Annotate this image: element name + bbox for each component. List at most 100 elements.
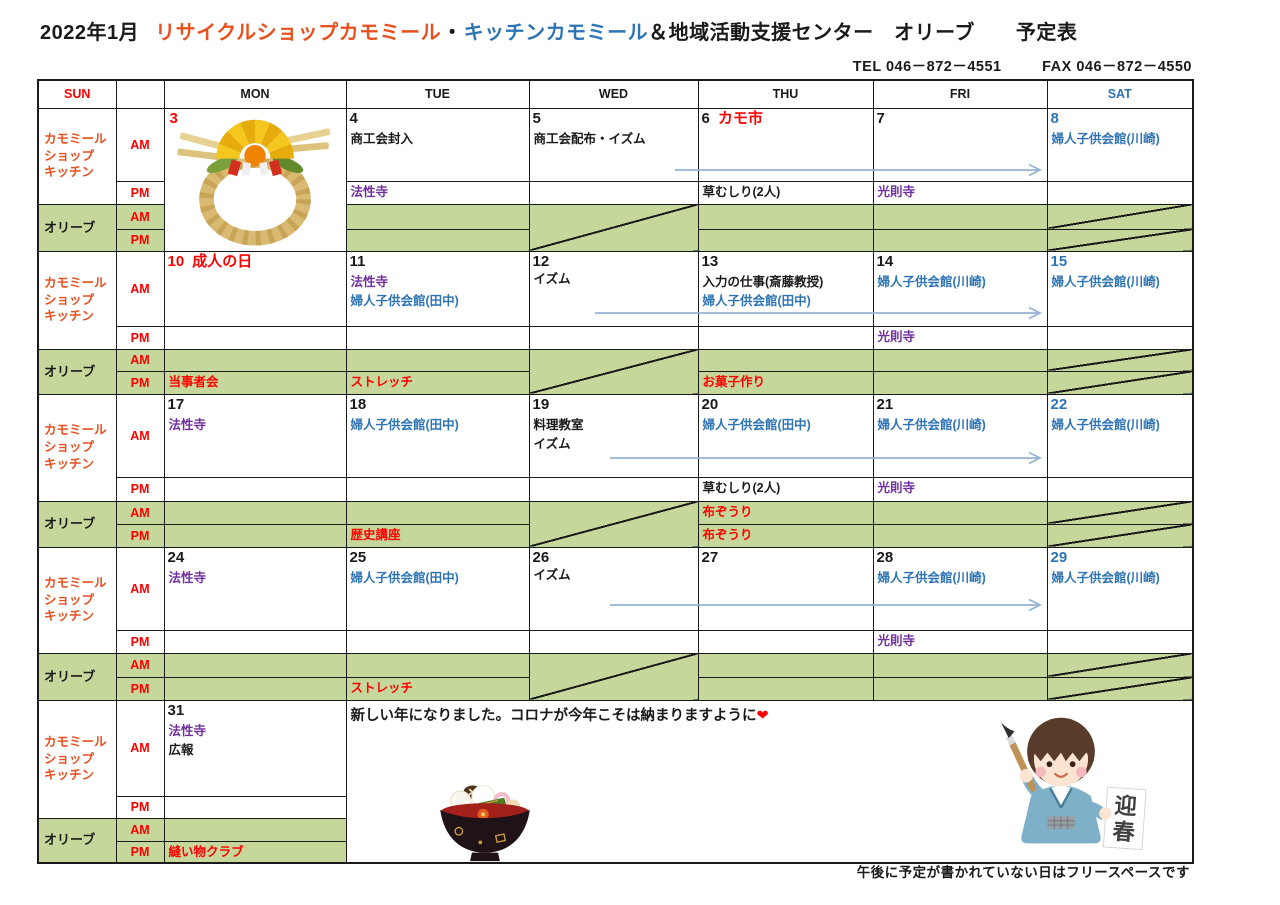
day-cell-21-pm: 光則寺 — [872, 476, 1048, 502]
tel-number: TEL 046－872－4551 — [852, 59, 1002, 75]
chamomile-label-line: ショップ — [44, 592, 95, 607]
olive-closed-cell-26 — [528, 652, 699, 701]
chamomile-label-line: ショップ — [44, 751, 95, 766]
day-cell-8-am: 8 婦人子供会館(川崎) — [1046, 107, 1194, 182]
week-3-am-row: カモミール ショップ キッチン AM 17 法性寺 18 婦人子供会館(田中) 19 料理教室 イズ… — [37, 393, 1194, 502]
day-cell-21-am: 21 婦人子供会館(川崎) — [872, 393, 1048, 478]
chamomile-label-line: キッチン — [44, 456, 95, 471]
chamomile-label-line: キッチン — [44, 309, 95, 324]
chamomile-label-line: カモミール — [44, 275, 107, 290]
column-header-mon: MON — [163, 79, 347, 109]
day-number-line: 28 — [877, 549, 1044, 567]
event-list: 婦人子供会館(川崎) — [1051, 414, 1190, 433]
event-text: 婦人子供会館(川崎) — [1051, 131, 1160, 146]
day-number: 12 — [532, 252, 550, 270]
event-text: 入力の仕事(斎藤教授) — [702, 274, 824, 289]
day-number: 10 — [167, 252, 185, 270]
day-number: 26 — [532, 548, 550, 566]
olive-am-cell-18 — [345, 500, 530, 525]
day-number: 24 — [167, 548, 185, 566]
olive-am-cell-6 — [697, 203, 874, 230]
day-number-line: 11 — [350, 253, 526, 271]
day-number-line: 12 — [533, 253, 695, 271]
day-number-line: 26 — [533, 549, 695, 567]
column-header-blank — [115, 79, 165, 109]
new-year-note-cell: 新しい年になりました。コロナが今年こそは納まりますように❤ 迎 春 — [345, 699, 1194, 864]
day-cell-6-pm: 草むしり(2人) — [697, 180, 874, 205]
title-kitchen-name: キッチンカモミール — [463, 22, 649, 44]
olive-section-label: オリーブ — [37, 348, 117, 395]
column-header-wed: WED — [528, 79, 699, 109]
day-number: 20 — [701, 395, 719, 413]
footer-note: 午後に予定が書かれていない日はフリースペースです — [856, 865, 1190, 880]
olive-am-cell-14 — [872, 348, 1048, 372]
day-number-line: 27 — [702, 549, 870, 567]
olive-am-cell-27 — [697, 652, 874, 678]
day-number-line: 13 — [702, 253, 870, 271]
event-list: 婦人子供会館(田中) — [350, 567, 526, 586]
olive-am-label: AM — [115, 817, 165, 842]
day-cell-4-pm: 法性寺 — [345, 180, 530, 205]
olive-closed-cell-5 — [528, 203, 699, 252]
day-number-line: 15 — [1051, 253, 1190, 271]
olive-pm-cell-17 — [163, 523, 347, 548]
olive-pm-cell-15 — [1046, 370, 1194, 395]
svg-text:迎: 迎 — [1113, 791, 1137, 818]
day-cell-17-am: 17 法性寺 — [163, 393, 347, 478]
event-list: 入力の仕事(斎藤教授) 婦人子供会館(田中) — [702, 271, 870, 309]
day-cell-11-pm — [345, 325, 530, 350]
day-number: 5 — [532, 109, 541, 127]
chamomile-label-line: ショップ — [44, 440, 95, 455]
chamomile-label-line: ショップ — [44, 148, 95, 163]
event-text: ストレッチ — [350, 680, 414, 695]
olive-am-cell-17 — [163, 500, 347, 525]
day-number-line: 24 — [168, 549, 343, 567]
day-cell-20-am: 20 婦人子供会館(田中) — [697, 393, 874, 478]
day-number: 29 — [1050, 548, 1068, 566]
event-text: 光則寺 — [877, 633, 916, 648]
am-label: AM — [115, 546, 165, 631]
event-text: 婦人子供会館(川崎) — [1051, 274, 1160, 289]
week-3-pm-row: PM 草むしり(2人) 光則寺 — [38, 476, 1194, 502]
day-cell-6-am: 6 カモ市 — [697, 107, 874, 182]
day-cell-20-pm: 草むしり(2人) — [697, 476, 874, 502]
column-header-sat: SAT — [1046, 79, 1194, 109]
event-text: 商工会封入 — [350, 131, 414, 146]
week-4-olive-am-row: オリーブ AM — [37, 652, 1194, 701]
week-4-pm-row: PM 光則寺 — [38, 629, 1194, 654]
column-header-tue: TUE — [345, 79, 530, 109]
am-label: AM — [115, 393, 165, 478]
day-number-line: 20 — [702, 396, 870, 414]
day-number: 22 — [1050, 395, 1068, 413]
day-cell-31-pm — [163, 795, 347, 819]
day-number: 19 — [532, 395, 550, 413]
day-cell-5-pm — [528, 180, 699, 205]
event-list: 婦人子供会館(川崎) — [1051, 271, 1190, 290]
week-2-olive-pm-row: PM 当事者会 ストレッチ お菓子作り — [38, 370, 1194, 395]
day-number: 14 — [876, 252, 894, 270]
olive-am-cell-21 — [872, 500, 1048, 525]
day-holiday-label: カモ市 — [717, 109, 763, 127]
olive-am-cell-29 — [1046, 652, 1194, 678]
olive-am-label: AM — [115, 203, 165, 230]
week-5-olive-pm-row: PM 縫い物クラブ — [38, 840, 1193, 864]
week-2-am-row: カモミール ショップ キッチン AM 10 成人の日 11 法性寺 婦人子供会館(田中) 12 イズ… — [37, 250, 1194, 350]
event-text: 歴史講座 — [350, 527, 401, 542]
event-text: お菓子作り — [702, 374, 766, 389]
weekday-header-row: SUN MON TUE WED THU FRI SAT — [37, 79, 1194, 109]
day-cell-27-pm — [697, 629, 874, 654]
day-number-line: 14 — [877, 253, 1044, 271]
chamomile-label-line: キッチン — [44, 165, 95, 180]
olive-closed-cell-12 — [528, 348, 699, 395]
heart-icon: ❤ — [756, 707, 769, 724]
event-text: 草むしり(2人) — [702, 184, 781, 199]
event-text: 料理教室 — [533, 417, 584, 432]
olive-pm-cell-31: 縫い物クラブ — [163, 840, 347, 864]
am-label: AM — [115, 107, 165, 182]
day-number-line: 18 — [350, 396, 526, 414]
event-text: ストレッチ — [350, 374, 414, 389]
event-text: 当事者会 — [168, 374, 219, 389]
event-text: 広報 — [168, 742, 194, 757]
